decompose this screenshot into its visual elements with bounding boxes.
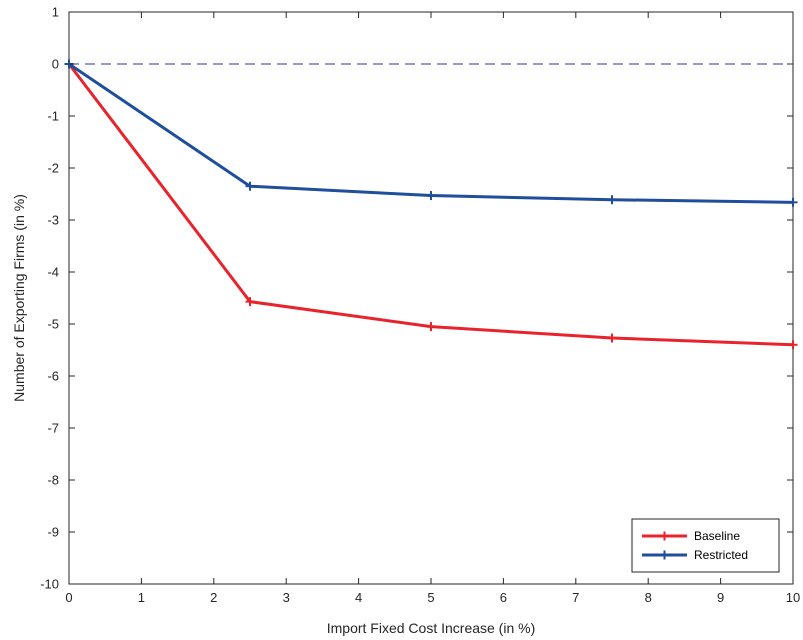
x-axis-title: Import Fixed Cost Increase (in %) xyxy=(327,620,536,636)
y-tick-label: -9 xyxy=(47,525,59,540)
data-point-marker xyxy=(426,191,436,201)
legend-label: Restricted xyxy=(694,548,748,562)
series-layer xyxy=(64,59,798,350)
y-tick-label: -7 xyxy=(47,421,59,436)
x-tick-label: 6 xyxy=(500,590,507,605)
data-point-marker xyxy=(788,197,798,207)
legend-item-restricted: Restricted xyxy=(642,548,748,562)
data-point-marker xyxy=(788,340,798,350)
x-tick-label: 5 xyxy=(427,590,434,605)
y-tick-label: -5 xyxy=(47,317,59,332)
x-tick-label: 10 xyxy=(786,590,800,605)
y-tick-label: -6 xyxy=(47,369,59,384)
plot-box xyxy=(68,11,794,585)
y-tick-label: 1 xyxy=(52,5,59,20)
legend: Baseline Restricted xyxy=(631,518,780,573)
y-tick-label: -8 xyxy=(47,473,59,488)
data-point-marker xyxy=(245,181,255,191)
x-tick-label: 9 xyxy=(717,590,724,605)
y-tick-label: -2 xyxy=(47,161,59,176)
y-axis-title: Number of Exporting Firms (in %) xyxy=(11,194,27,402)
data-point-marker xyxy=(245,297,255,307)
plot-area xyxy=(68,11,794,585)
x-tick-label: 8 xyxy=(645,590,652,605)
data-point-marker xyxy=(426,322,436,332)
x-tick-label: 3 xyxy=(283,590,290,605)
legend-item-baseline: Baseline xyxy=(642,529,740,543)
y-tick-label: -10 xyxy=(40,577,59,592)
y-tick-label: -3 xyxy=(47,213,59,228)
data-point-marker xyxy=(607,195,617,205)
y-tick-label: -1 xyxy=(47,109,59,124)
legend-label: Baseline xyxy=(694,529,740,543)
y-tick-label: -4 xyxy=(47,265,59,280)
y-tick-label: 0 xyxy=(52,57,59,72)
x-tick-label: 0 xyxy=(65,590,72,605)
x-tick-label: 7 xyxy=(572,590,579,605)
x-tick-label: 1 xyxy=(138,590,145,605)
x-tick-label: 4 xyxy=(355,590,362,605)
legend-box xyxy=(631,518,780,573)
data-point-marker xyxy=(607,333,617,343)
x-tick-label: 2 xyxy=(210,590,217,605)
